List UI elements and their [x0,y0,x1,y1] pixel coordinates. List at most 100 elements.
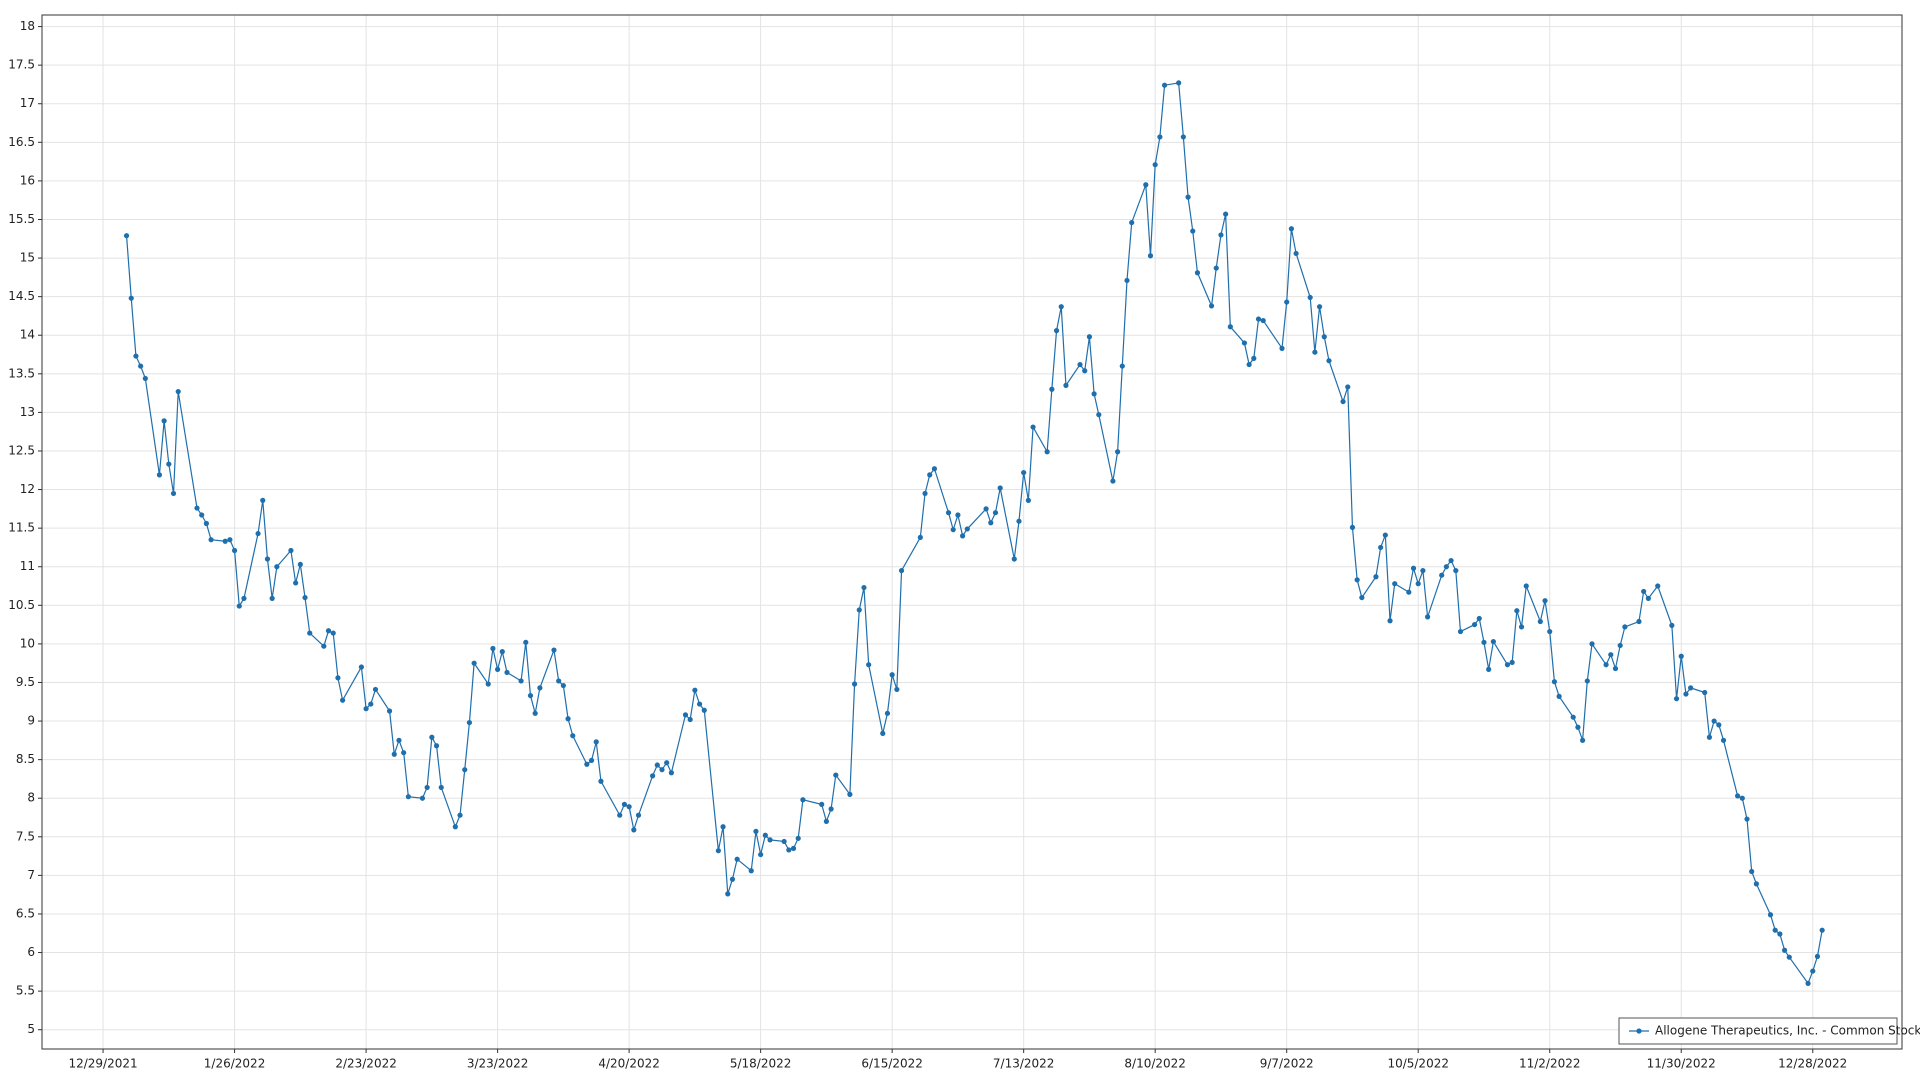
data-point [288,547,294,554]
data-point [1443,564,1449,570]
y-tick-label: 11.5 [8,521,35,535]
data-point [1157,134,1163,140]
data-point [955,512,961,518]
data-point [626,804,632,810]
data-point [593,739,599,745]
data-point [1025,497,1031,503]
data-point [1547,628,1553,635]
data-point [1711,718,1717,724]
data-point [1326,358,1332,364]
data-point [269,595,275,601]
data-point [1143,182,1149,188]
data-point [729,876,736,882]
y-tick-label: 9.5 [16,675,35,689]
data-point [847,791,853,797]
y-tick-label: 10 [20,636,35,650]
data-point [889,672,895,678]
data-point [964,526,970,532]
data-point [1767,912,1774,918]
data-point [471,660,477,666]
data-point [1514,608,1520,614]
data-point [720,824,726,830]
data-point [898,567,905,574]
data-point [429,734,435,740]
data-point [1115,449,1121,455]
data-point [748,868,754,874]
data-point [166,461,172,467]
data-point [1293,250,1299,257]
x-tick-label: 5/18/2022 [730,1057,792,1071]
data-point [1786,954,1792,960]
data-point [537,685,543,691]
data-point [307,630,313,636]
data-point [138,363,144,369]
data-point [1537,618,1543,625]
data-point [386,708,393,714]
data-point [330,630,336,636]
data-point [1617,642,1623,649]
data-point [1152,162,1158,168]
data-point [1260,317,1266,324]
data-point [1415,581,1421,587]
y-tick-label: 18 [20,19,35,33]
data-point [372,686,379,693]
data-point [1749,868,1755,875]
data-point [894,686,900,693]
data-point [1720,737,1727,743]
data-point [199,512,205,518]
line [125,82,1823,985]
data-point [1504,662,1511,668]
data-point [335,675,341,681]
data-point [598,778,604,784]
data-point [260,497,266,503]
y-tick-label: 7 [27,868,35,882]
y-tick-label: 8.5 [16,752,35,766]
data-point [1307,294,1313,301]
data-point [1180,134,1186,140]
data-point [1688,685,1694,691]
data-point [1589,641,1595,647]
data-point [931,466,938,472]
data-point [560,682,566,689]
data-point [1086,334,1093,340]
y-tick-label: 13.5 [8,366,35,380]
data-point [800,797,806,803]
data-point [1208,303,1215,309]
data-point [1819,927,1825,933]
data-point [1706,734,1713,740]
data-point [1551,679,1558,685]
data-point [1580,737,1586,743]
data-point [992,510,999,516]
data-point [1321,334,1327,340]
data-point [1359,594,1365,601]
data-point [617,812,623,818]
data-point [264,556,271,562]
data-point [997,485,1003,491]
data-point [1016,518,1022,524]
data-point [499,649,505,655]
data-point [1518,624,1525,630]
data-point [1678,653,1684,659]
data-point [1021,469,1027,476]
data-point [1810,968,1816,974]
data-point [1814,953,1821,960]
data-point [1735,793,1741,799]
data-point [1523,583,1529,589]
data-point [1453,567,1459,574]
data-point [1053,328,1060,334]
data-point [701,707,707,713]
data-point [1063,382,1069,388]
data-point [1185,194,1191,200]
x-tick-label: 2/23/2022 [335,1057,397,1071]
data-point [1612,665,1619,672]
data-point [1645,595,1651,601]
y-tick-label: 6 [27,945,35,959]
data-point [880,730,886,736]
data-point [1255,316,1262,322]
data-point [325,628,332,634]
data-point [917,534,923,541]
data-point [504,669,510,676]
data-point [1077,361,1083,368]
data-point [490,645,496,652]
